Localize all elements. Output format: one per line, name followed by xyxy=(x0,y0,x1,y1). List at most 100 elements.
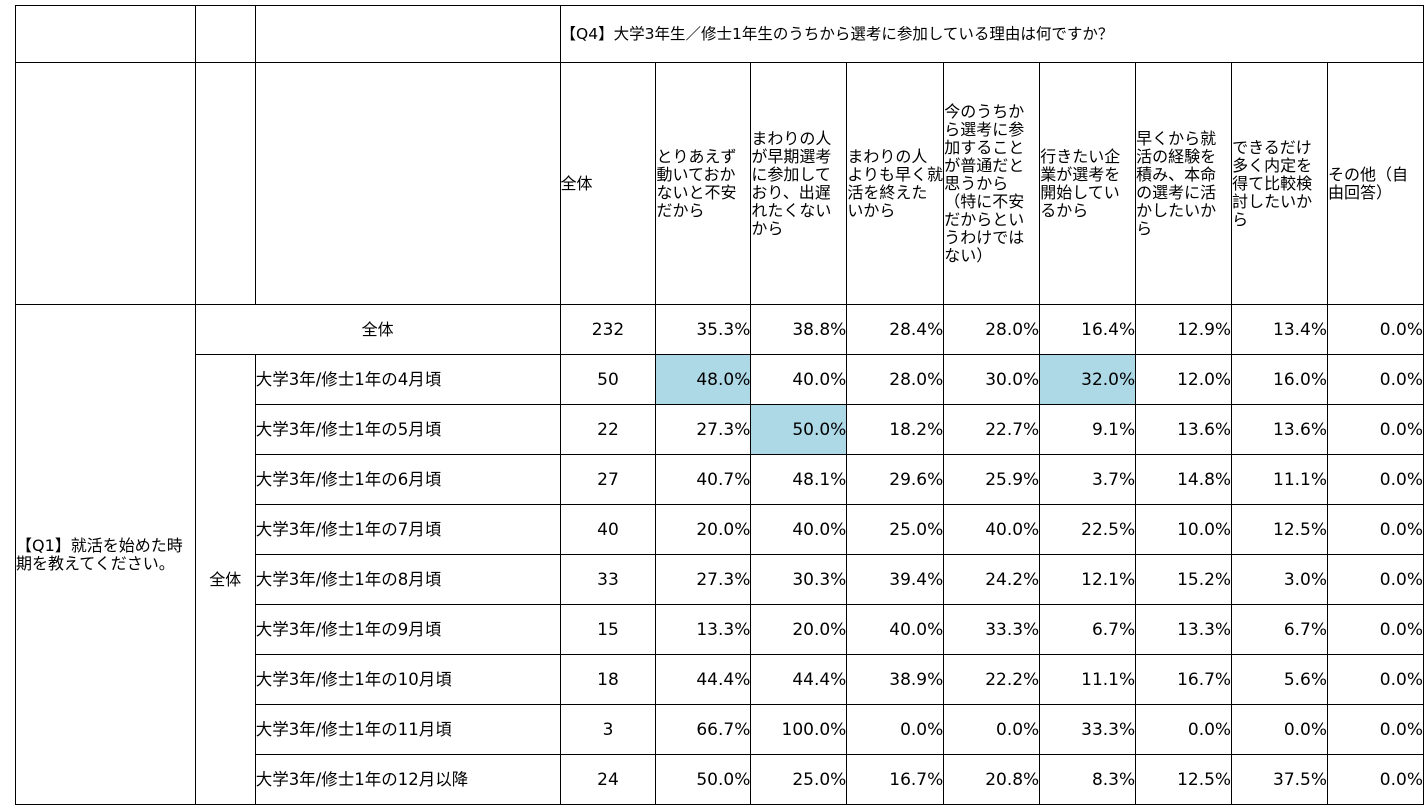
percentage-cell[interactable]: 48.1% xyxy=(750,454,848,505)
row-label[interactable]: 大学3年/修士1年の12月以降 xyxy=(254,754,561,805)
percentage-cell[interactable]: 18.2% xyxy=(846,404,945,455)
percentage-cell[interactable]: 16.0% xyxy=(1231,354,1329,405)
percentage-cell[interactable]: 22.7% xyxy=(943,404,1041,455)
row-label[interactable]: 大学3年/修士1年の5月頃 xyxy=(254,404,561,455)
respondent-count[interactable]: 50 xyxy=(559,354,657,405)
percentage-cell[interactable]: 3.0% xyxy=(1231,554,1329,605)
percentage-cell[interactable]: 0.0% xyxy=(1327,704,1424,755)
percentage-cell[interactable]: 10.0% xyxy=(1135,504,1233,555)
highlighted-percentage-cell[interactable]: 50.0% xyxy=(750,404,848,455)
respondent-count[interactable]: 40 xyxy=(559,504,657,555)
percentage-cell[interactable]: 20.8% xyxy=(943,754,1041,805)
percentage-cell[interactable]: 0.0% xyxy=(1327,554,1424,605)
column-header-reason[interactable]: まわりの人が早期選考に参加しており、出遅れたくないから xyxy=(750,62,848,305)
percentage-cell[interactable]: 38.9% xyxy=(846,654,945,705)
percentage-cell[interactable]: 12.1% xyxy=(1039,554,1137,605)
empty-cell[interactable] xyxy=(194,62,256,305)
column-header-reason[interactable]: 早くから就活の経験を積み、本命の選考に活かしたいから xyxy=(1135,62,1233,305)
percentage-cell[interactable]: 30.0% xyxy=(943,354,1041,405)
percentage-cell[interactable]: 16.7% xyxy=(846,754,945,805)
percentage-cell[interactable]: 0.0% xyxy=(1327,654,1424,705)
percentage-cell[interactable]: 40.0% xyxy=(750,354,848,405)
percentage-cell[interactable]: 9.1% xyxy=(1039,404,1137,455)
total-row-label[interactable]: 全体 xyxy=(194,304,561,355)
row-label[interactable]: 大学3年/修士1年の6月頃 xyxy=(254,454,561,505)
percentage-cell[interactable]: 28.0% xyxy=(846,354,945,405)
percentage-cell[interactable]: 44.4% xyxy=(655,654,752,705)
percentage-cell[interactable]: 12.9% xyxy=(1135,304,1233,355)
row-label[interactable]: 大学3年/修士1年の8月頃 xyxy=(254,554,561,605)
percentage-cell[interactable]: 0.0% xyxy=(1135,704,1233,755)
percentage-cell[interactable]: 39.4% xyxy=(846,554,945,605)
percentage-cell[interactable]: 33.3% xyxy=(1039,704,1137,755)
percentage-cell[interactable]: 22.5% xyxy=(1039,504,1137,555)
percentage-cell[interactable]: 6.7% xyxy=(1231,604,1329,655)
percentage-cell[interactable]: 6.7% xyxy=(1039,604,1137,655)
row-label[interactable]: 大学3年/修士1年の9月頃 xyxy=(254,604,561,655)
percentage-cell[interactable]: 33.3% xyxy=(943,604,1041,655)
column-header-reason[interactable]: 今のうちから選考に参加することが普通だと思うから（特に不安だからというわけではな… xyxy=(943,62,1041,305)
percentage-cell[interactable]: 11.1% xyxy=(1039,654,1137,705)
percentage-cell[interactable]: 29.6% xyxy=(846,454,945,505)
highlighted-percentage-cell[interactable]: 48.0% xyxy=(655,354,752,405)
percentage-cell[interactable]: 0.0% xyxy=(1327,454,1424,505)
highlighted-percentage-cell[interactable]: 32.0% xyxy=(1039,354,1137,405)
respondent-count[interactable]: 24 xyxy=(559,754,657,805)
empty-cell[interactable] xyxy=(254,5,561,63)
empty-cell[interactable] xyxy=(194,5,256,63)
percentage-cell[interactable]: 40.0% xyxy=(846,604,945,655)
percentage-cell[interactable]: 15.2% xyxy=(1135,554,1233,605)
percentage-cell[interactable]: 20.0% xyxy=(655,504,752,555)
percentage-cell[interactable]: 27.3% xyxy=(655,404,752,455)
percentage-cell[interactable]: 16.4% xyxy=(1039,304,1137,355)
percentage-cell[interactable]: 13.3% xyxy=(1135,604,1233,655)
percentage-cell[interactable]: 0.0% xyxy=(1327,354,1424,405)
percentage-cell[interactable]: 14.8% xyxy=(1135,454,1233,505)
percentage-cell[interactable]: 3.7% xyxy=(1039,454,1137,505)
q4-question-title[interactable]: 【Q4】大学3年生／修士1年生のうちから選考に参加している理由は何ですか？ xyxy=(559,5,1424,63)
percentage-cell[interactable]: 0.0% xyxy=(943,704,1041,755)
row-label[interactable]: 大学3年/修士1年の11月頃 xyxy=(254,704,561,755)
column-header-reason[interactable]: まわりの人よりも早く就活を終えたいから xyxy=(846,62,945,305)
empty-cell[interactable] xyxy=(15,5,196,63)
row-label[interactable]: 大学3年/修士1年の7月頃 xyxy=(254,504,561,555)
percentage-cell[interactable]: 25.0% xyxy=(846,504,945,555)
percentage-cell[interactable]: 66.7% xyxy=(655,704,752,755)
percentage-cell[interactable]: 100.0% xyxy=(750,704,848,755)
column-header-reason[interactable]: その他（自由回答） xyxy=(1327,62,1424,305)
respondent-count[interactable]: 232 xyxy=(559,304,657,355)
percentage-cell[interactable]: 12.5% xyxy=(1135,754,1233,805)
percentage-cell[interactable]: 37.5% xyxy=(1231,754,1329,805)
row-label[interactable]: 大学3年/修士1年の10月頃 xyxy=(254,654,561,705)
row-label[interactable]: 大学3年/修士1年の4月頃 xyxy=(254,354,561,405)
column-header-total[interactable]: 全体 xyxy=(559,62,657,305)
percentage-cell[interactable]: 30.3% xyxy=(750,554,848,605)
respondent-count[interactable]: 27 xyxy=(559,454,657,505)
percentage-cell[interactable]: 44.4% xyxy=(750,654,848,705)
percentage-cell[interactable]: 0.0% xyxy=(1327,304,1424,355)
percentage-cell[interactable]: 40.0% xyxy=(750,504,848,555)
percentage-cell[interactable]: 0.0% xyxy=(1231,704,1329,755)
percentage-cell[interactable]: 38.8% xyxy=(750,304,848,355)
percentage-cell[interactable]: 0.0% xyxy=(1327,504,1424,555)
respondent-count[interactable]: 22 xyxy=(559,404,657,455)
percentage-cell[interactable]: 11.1% xyxy=(1231,454,1329,505)
percentage-cell[interactable]: 13.3% xyxy=(655,604,752,655)
respondent-count[interactable]: 15 xyxy=(559,604,657,655)
percentage-cell[interactable]: 0.0% xyxy=(1327,754,1424,805)
percentage-cell[interactable]: 16.7% xyxy=(1135,654,1233,705)
percentage-cell[interactable]: 13.4% xyxy=(1231,304,1329,355)
percentage-cell[interactable]: 27.3% xyxy=(655,554,752,605)
percentage-cell[interactable]: 8.3% xyxy=(1039,754,1137,805)
respondent-count[interactable]: 33 xyxy=(559,554,657,605)
percentage-cell[interactable]: 5.6% xyxy=(1231,654,1329,705)
percentage-cell[interactable]: 12.0% xyxy=(1135,354,1233,405)
respondent-count[interactable]: 3 xyxy=(559,704,657,755)
percentage-cell[interactable]: 35.3% xyxy=(655,304,752,355)
percentage-cell[interactable]: 0.0% xyxy=(1327,404,1424,455)
percentage-cell[interactable]: 28.0% xyxy=(943,304,1041,355)
percentage-cell[interactable]: 20.0% xyxy=(750,604,848,655)
group-label[interactable]: 全体 xyxy=(194,354,256,805)
percentage-cell[interactable]: 0.0% xyxy=(846,704,945,755)
q1-question-label[interactable]: 【Q1】就活を始めた時期を教えてください。 xyxy=(15,304,196,805)
